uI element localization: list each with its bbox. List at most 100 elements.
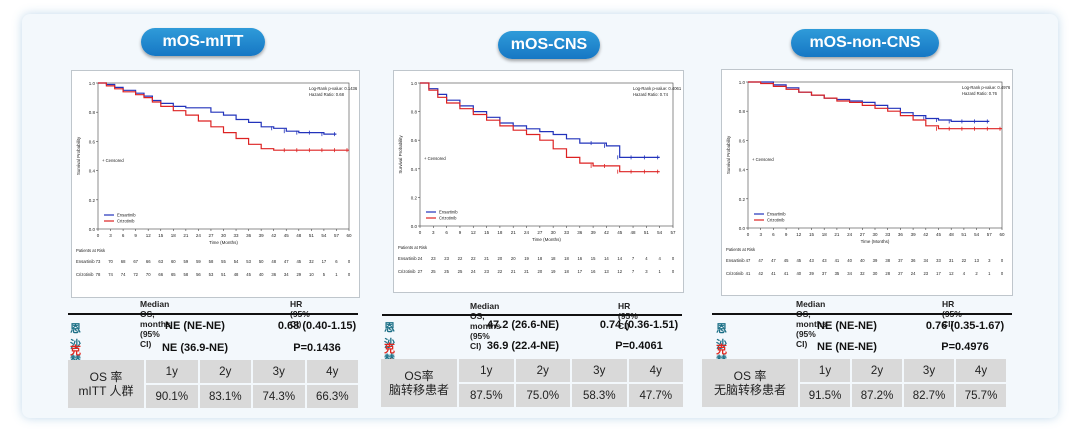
os-rate-value: 66.3% (306, 385, 358, 408)
risk-count: 56 (196, 272, 201, 277)
risk-count: 40 (860, 258, 865, 263)
risk-count: 17 (577, 269, 582, 274)
x-tick-label: 57 (334, 233, 340, 238)
risk-count: 50 (259, 259, 264, 264)
x-tick-label: 51 (644, 230, 650, 235)
y-axis-label: Survival Probability (726, 135, 731, 174)
risk-count: 68 (121, 259, 126, 264)
drug1-hr: 0.68 (0.40-1.15) (277, 320, 357, 332)
os-rate-value: 83.1% (199, 385, 251, 408)
risk-count: 78 (96, 272, 101, 277)
x-axis-label: Time (Months) (209, 240, 238, 245)
table-rule (68, 313, 358, 315)
censored-note: + Censored (424, 156, 446, 161)
risk-count: 23 (923, 271, 928, 276)
x-tick-label: 15 (484, 230, 490, 235)
y-tick-label: 1.0 (89, 81, 96, 86)
year-header: 2y (852, 359, 902, 382)
legend-label: Crizotinib (117, 219, 135, 224)
risk-count: 41 (784, 271, 789, 276)
risk-count: 39 (809, 271, 814, 276)
os-rate-label-line2: 脑转移患者 (388, 383, 449, 397)
risk-count: 53 (209, 272, 214, 277)
risk-count: 23 (484, 269, 489, 274)
risk-row-label: Ensartinib (398, 256, 417, 261)
os-rate-label-line2: 无脑转移患者 (713, 383, 786, 397)
os-rate-table: OS 率 mITT 人群 1y 2y 3y 4y 90.1% 83.1% 74.… (68, 360, 358, 408)
x-tick-label: 18 (171, 233, 177, 238)
x-tick-label: 54 (657, 230, 663, 235)
os-rate-value: 47.7% (628, 384, 683, 407)
os-rate-label: OS 率 mITT 人群 (68, 360, 144, 408)
risk-count: 22 (962, 258, 967, 263)
risk-count: 7 (632, 256, 635, 261)
year-header: 3y (572, 359, 627, 382)
x-tick-label: 57 (987, 232, 993, 237)
legend-label: Ensartinib (439, 210, 458, 215)
risk-count: 74 (121, 272, 126, 277)
x-tick-label: 6 (445, 230, 448, 235)
risk-count: 31 (949, 258, 954, 263)
y-tick-label: 0.8 (89, 110, 96, 115)
x-tick-label: 51 (309, 233, 315, 238)
risk-count: 15 (591, 256, 596, 261)
risk-count: 40 (796, 271, 801, 276)
y-tick-label: 0.6 (89, 139, 96, 144)
risk-count: 25 (458, 269, 463, 274)
x-tick-label: 42 (923, 232, 929, 237)
x-tick-label: 39 (911, 232, 917, 237)
risk-count: 47 (771, 258, 776, 263)
year-header: 1y (800, 359, 850, 382)
risk-row-label: Crizotinib (398, 269, 416, 274)
risk-count: 21 (511, 269, 516, 274)
km-chart: 0.00.20.40.60.81.00 3 6 9 12 15 18 21 24 27 30 33 36… (726, 80, 1011, 276)
x-tick-label: 27 (208, 233, 214, 238)
risk-count: 14 (604, 256, 609, 261)
logrank-text: Log-Rank p-value: 0.4061 (633, 86, 682, 91)
censored-note: + Censored (752, 157, 774, 162)
risk-count: 0 (672, 256, 675, 261)
risk-count: 47 (746, 258, 751, 263)
risk-count: 47 (284, 259, 289, 264)
os-rate-value: 90.1% (146, 385, 198, 408)
x-tick-label: 33 (234, 233, 240, 238)
year-header: 3y (253, 360, 305, 383)
chart-title-pill: mOS-mITT (141, 28, 265, 56)
x-tick-label: 36 (577, 230, 583, 235)
x-tick-label: 42 (271, 233, 277, 238)
risk-count: 17 (936, 271, 941, 276)
plot-frame (419, 82, 674, 227)
risk-table-title: Patients at Risk (398, 245, 428, 250)
x-tick-label: 0 (97, 233, 100, 238)
km-chart: 0.00.20.40.60.81.00 3 6 9 12 15 18 21 24 27 30 33 36… (398, 81, 682, 274)
x-tick-label: 21 (183, 233, 189, 238)
km-line-ensartinib (748, 81, 990, 122)
median-os-header: Median OS, months (95% CI) (470, 301, 501, 351)
y-tick-label: 0.2 (411, 195, 418, 200)
x-tick-label: 24 (524, 230, 530, 235)
risk-count: 36 (911, 258, 916, 263)
x-tick-label: 15 (809, 232, 815, 237)
risk-count: 34 (847, 271, 852, 276)
risk-count: 70 (108, 259, 113, 264)
risk-count: 12 (617, 269, 622, 274)
risk-count: 19 (524, 256, 529, 261)
logrank-text: Log-Rank p-value: 0.1436 (309, 86, 358, 91)
risk-count: 58 (209, 259, 214, 264)
os-rate-label-line1: OS 率 (89, 370, 123, 384)
risk-count: 0 (1001, 271, 1004, 276)
table-rule (382, 314, 682, 316)
risk-count: 18 (538, 256, 543, 261)
risk-count: 27 (898, 271, 903, 276)
risk-row-label: Crizotinib (726, 271, 744, 276)
legend-label: Ensartinib (767, 212, 786, 217)
y-tick-label: 0.4 (89, 169, 96, 174)
year-header: 2y (199, 360, 251, 383)
drug1-median: NE (NE-NE) (165, 320, 225, 332)
x-tick-label: 30 (551, 230, 557, 235)
risk-count: 48 (271, 259, 276, 264)
y-tick-label: 0.4 (411, 167, 418, 172)
y-axis-label: Survival Probability (398, 135, 403, 174)
x-tick-label: 42 (604, 230, 610, 235)
risk-count: 32 (860, 271, 865, 276)
